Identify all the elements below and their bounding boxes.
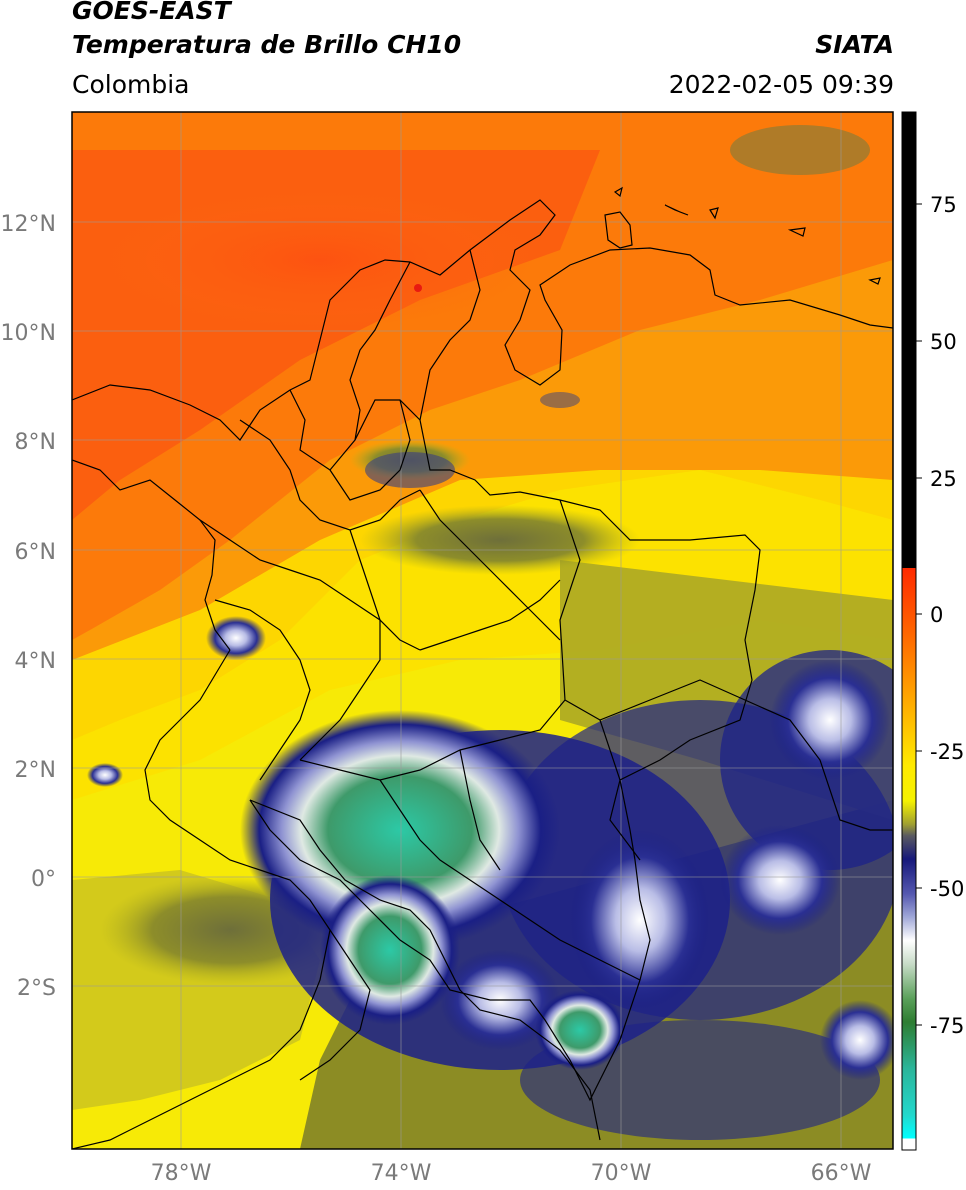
cold-core-s [535,990,625,1070]
cloud-top-se [820,1000,893,1080]
lon-tick-78w: 78°W [151,1161,212,1186]
lat-tick-10n: 10°N [1,321,56,346]
colorbar-tick-neg25: -25 [930,740,964,764]
map-panel [72,112,893,1149]
coastlines-borders [72,186,893,1149]
lat-tick-12n: 12°N [1,212,56,237]
cloud-top-e2 [720,825,840,935]
lat-tick-0: 0° [31,867,56,892]
lat-tick-8n: 8°N [15,430,56,455]
cold-core-2 [320,875,460,1025]
colorbar-tick-50: 50 [930,330,957,354]
lat-axis: 12°N 10°N 8°N 6°N 4°N 2°N 0° 2°S [1,212,56,1001]
timestamp: 2022-02-05 09:39 [668,70,894,99]
colorbar-black-segment [902,112,916,568]
cloud-top-north [365,452,455,488]
colorbar-tick-75: 75 [930,193,957,217]
warm-halo [100,190,540,330]
lon-tick-70w: 70°W [591,1161,652,1186]
lon-tick-66w: 66°W [811,1161,872,1186]
lon-axis: 78°W 74°W 70°W 66°W [151,1161,872,1186]
colorbar-gradient [902,568,916,1150]
cold-core-main [240,710,560,950]
colorbar-tick-neg50: -50 [930,877,964,901]
gridlines [72,112,893,1149]
transition-band [72,470,893,800]
region-label: Colombia [72,70,190,99]
agency-label: SIATA [815,30,894,59]
lat-tick-4n: 4°N [15,649,56,674]
colorbar-tick-25: 25 [930,467,957,491]
cloud-top-e [570,830,710,1010]
title-satellite: GOES-EAST [72,0,231,25]
colorbar: 75 50 25 0 -25 -50 -75 [901,111,964,1151]
olive-cloud-2 [360,505,640,575]
cloud-top-north-2 [540,392,580,408]
cloud-top-pacific [206,616,266,660]
colorbar-tick-0: 0 [930,603,943,627]
colorbar-frame [901,111,917,1151]
colorbar-tick-neg75: -75 [930,1014,964,1038]
cloud-top-ne [770,660,890,780]
lat-tick-2n: 2°N [15,758,56,783]
title-product: Temperatura de Brillo CH10 [72,30,462,59]
hotspot-marker [414,284,422,292]
cloud-top-caribbean [730,125,870,175]
cloud-top-pacific-2 [87,763,123,787]
map-frame [71,111,894,1150]
lon-tick-74w: 74°W [371,1161,432,1186]
lat-tick-6n: 6°N [15,540,56,565]
lat-tick-2s: 2°S [17,976,56,1001]
